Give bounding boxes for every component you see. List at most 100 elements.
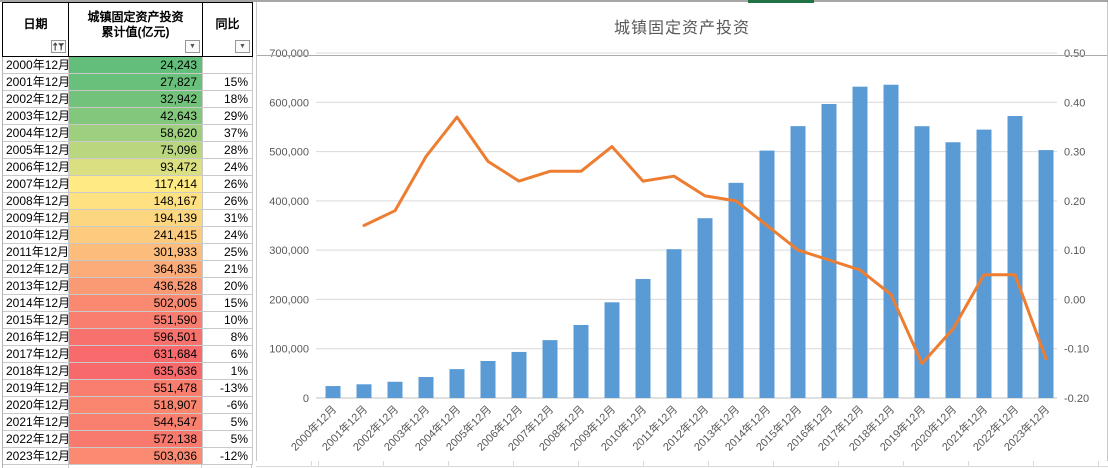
yoy-cell[interactable]: 10% xyxy=(203,312,253,329)
bar-series[interactable] xyxy=(325,84,1054,398)
bar[interactable] xyxy=(821,104,837,398)
bar[interactable] xyxy=(418,376,434,398)
value-cell[interactable]: 75,096 xyxy=(69,142,203,159)
value-cell[interactable]: 572,138 xyxy=(69,431,203,448)
bar[interactable] xyxy=(1038,150,1054,398)
value-cell[interactable]: 551,590 xyxy=(69,312,203,329)
yoy-cell[interactable]: 15% xyxy=(203,74,253,91)
value-cell[interactable]: 42,643 xyxy=(69,108,203,125)
date-cell[interactable]: 2012年12月 xyxy=(3,261,69,278)
chart[interactable]: 700,000 600,000 500,000 400,000 300,000 200,0… xyxy=(256,0,1108,461)
bar[interactable] xyxy=(914,126,930,398)
date-cell[interactable]: 2023年12月 xyxy=(3,448,69,465)
date-cell[interactable]: 2001年12月 xyxy=(3,74,69,91)
date-cell[interactable]: 2014年12月 xyxy=(3,295,69,312)
yoy-cell[interactable]: 37% xyxy=(203,125,253,142)
header-cell-date[interactable]: 日期 xyxy=(2,2,69,57)
date-cell[interactable]: 2017年12月 xyxy=(3,346,69,363)
value-cell[interactable]: 502,005 xyxy=(69,295,203,312)
yoy-cell[interactable]: 26% xyxy=(203,193,253,210)
bar[interactable] xyxy=(356,384,372,398)
bar[interactable] xyxy=(759,150,775,398)
date-cell[interactable]: 2002年12月 xyxy=(3,91,69,108)
yoy-cell[interactable]: 21% xyxy=(203,261,253,278)
yoy-cell[interactable]: 8% xyxy=(203,329,253,346)
bar[interactable] xyxy=(666,249,682,398)
value-cell[interactable]: 436,528 xyxy=(69,278,203,295)
date-cell[interactable]: 2011年12月 xyxy=(3,244,69,261)
bar[interactable] xyxy=(387,381,403,398)
header-cell-value[interactable]: 城镇固定资产投资 累计值(亿元) ▼ xyxy=(68,2,203,57)
yoy-cell[interactable]: 15% xyxy=(203,295,253,312)
bar[interactable] xyxy=(604,302,620,398)
value-cell[interactable]: 241,415 xyxy=(69,227,203,244)
bar[interactable] xyxy=(728,182,744,398)
value-cell[interactable]: 32,942 xyxy=(69,91,203,108)
value-cell[interactable]: 117,414 xyxy=(69,176,203,193)
bar[interactable] xyxy=(790,126,806,398)
date-cell[interactable]: 2005年12月 xyxy=(3,142,69,159)
value-cell[interactable]: 58,620 xyxy=(69,125,203,142)
value-cell[interactable]: 27,827 xyxy=(69,74,203,91)
yoy-cell[interactable]: -12% xyxy=(203,448,253,465)
value-cell[interactable]: 24,243 xyxy=(69,57,203,74)
date-cell[interactable]: 2008年12月 xyxy=(3,193,69,210)
date-cell[interactable]: 2007年12月 xyxy=(3,176,69,193)
bar[interactable] xyxy=(449,369,465,398)
value-cell[interactable]: 635,636 xyxy=(69,363,203,380)
date-cell[interactable]: 2006年12月 xyxy=(3,159,69,176)
value-cell[interactable]: 551,478 xyxy=(69,380,203,397)
bar[interactable] xyxy=(511,351,527,398)
sort-filter-button-date[interactable] xyxy=(51,40,66,53)
yoy-cell[interactable]: 18% xyxy=(203,91,253,108)
yoy-cell[interactable]: 24% xyxy=(203,159,253,176)
yoy-cell[interactable]: 1% xyxy=(203,363,253,380)
yoy-cell[interactable]: 5% xyxy=(203,414,253,431)
bar[interactable] xyxy=(480,360,496,398)
line-series[interactable] xyxy=(362,115,1048,365)
yoy-cell[interactable]: -6% xyxy=(203,397,253,414)
yoy-cell[interactable]: 29% xyxy=(203,108,253,125)
bar[interactable] xyxy=(542,340,558,398)
value-cell[interactable]: 93,472 xyxy=(69,159,203,176)
yoy-cell[interactable]: 20% xyxy=(203,278,253,295)
value-cell[interactable]: 364,835 xyxy=(69,261,203,278)
filter-button-value[interactable]: ▼ xyxy=(185,40,200,53)
bar[interactable] xyxy=(697,218,713,398)
yoy-cell[interactable]: 6% xyxy=(203,346,253,363)
value-cell[interactable]: 301,933 xyxy=(69,244,203,261)
date-cell[interactable]: 2022年12月 xyxy=(3,431,69,448)
yoy-cell[interactable] xyxy=(203,57,253,74)
bar[interactable] xyxy=(976,129,992,398)
yoy-cell[interactable]: 24% xyxy=(203,227,253,244)
bar[interactable] xyxy=(945,142,961,398)
filter-button-yoy[interactable]: ▼ xyxy=(235,40,250,53)
bar[interactable] xyxy=(573,324,589,398)
value-cell[interactable]: 503,036 xyxy=(69,448,203,465)
date-cell[interactable]: 2010年12月 xyxy=(3,227,69,244)
bar[interactable] xyxy=(635,279,651,398)
yoy-cell[interactable]: 5% xyxy=(203,431,253,448)
date-cell[interactable]: 2020年12月 xyxy=(3,397,69,414)
date-cell[interactable]: 2004年12月 xyxy=(3,125,69,142)
value-cell[interactable]: 518,907 xyxy=(69,397,203,414)
chart-title[interactable]: 城镇固定资产投资 xyxy=(613,20,750,37)
value-cell[interactable]: 596,501 xyxy=(69,329,203,346)
yoy-cell[interactable]: 26% xyxy=(203,176,253,193)
date-cell[interactable]: 2015年12月 xyxy=(3,312,69,329)
date-cell[interactable]: 2009年12月 xyxy=(3,210,69,227)
yoy-cell[interactable]: 31% xyxy=(203,210,253,227)
header-cell-yoy[interactable]: 同比 ▼ xyxy=(202,2,253,57)
date-cell[interactable]: 2003年12月 xyxy=(3,108,69,125)
date-cell[interactable]: 2016年12月 xyxy=(3,329,69,346)
date-cell[interactable]: 2019年12月 xyxy=(3,380,69,397)
yoy-cell[interactable]: -13% xyxy=(203,380,253,397)
value-cell[interactable]: 631,684 xyxy=(69,346,203,363)
date-cell[interactable]: 2013年12月 xyxy=(3,278,69,295)
bar[interactable] xyxy=(1007,116,1023,398)
bar[interactable] xyxy=(852,86,868,398)
yoy-cell[interactable]: 28% xyxy=(203,142,253,159)
yoy-cell[interactable]: 25% xyxy=(203,244,253,261)
date-cell[interactable]: 2000年12月 xyxy=(3,57,69,74)
date-cell[interactable]: 2018年12月 xyxy=(3,363,69,380)
